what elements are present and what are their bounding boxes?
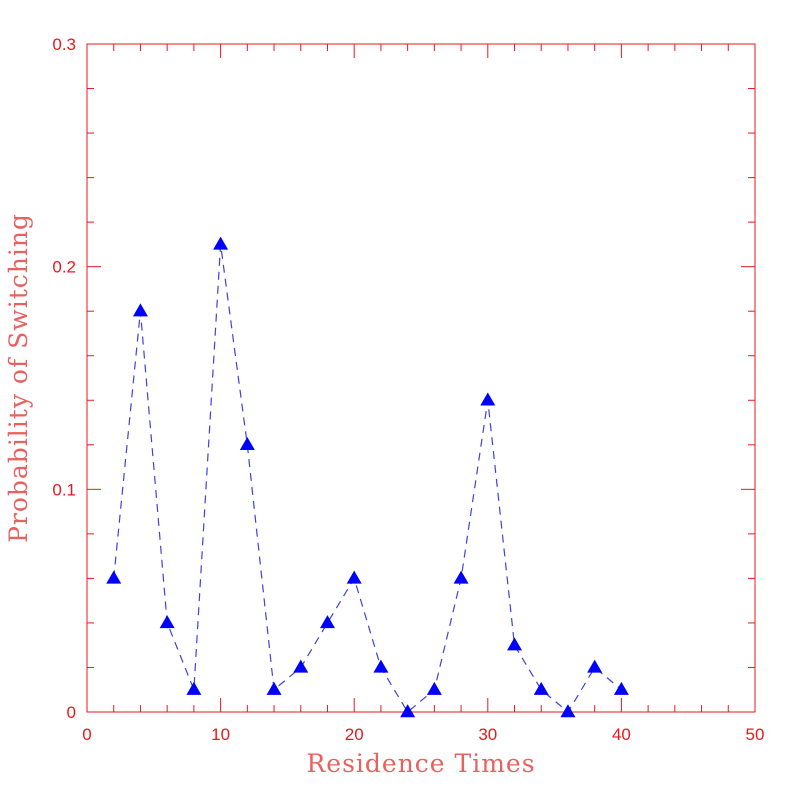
data-point [266, 681, 282, 695]
data-point [213, 236, 229, 250]
data-point [293, 659, 309, 673]
x-tick-label: 30 [478, 725, 497, 744]
x-tick-label: 50 [746, 725, 765, 744]
y-tick-label: 0.2 [52, 258, 76, 277]
data-point [186, 681, 202, 695]
x-tick-label: 20 [345, 725, 364, 744]
data-point [400, 704, 416, 718]
data-point [480, 392, 496, 406]
y-tick-label: 0.1 [52, 480, 76, 499]
data-point [560, 704, 576, 718]
data-point [613, 681, 629, 695]
plot-frame [86, 43, 756, 713]
data-point [239, 437, 255, 450]
data-point [587, 659, 603, 673]
y-tick-label: 0 [67, 703, 76, 722]
data-point [533, 681, 549, 695]
y-tick-label: 0.3 [52, 35, 76, 54]
x-axis-title: Residence Times [306, 749, 535, 778]
series-markers [106, 236, 629, 718]
y-axis-title: Probability of Switching [4, 213, 33, 543]
data-point [346, 570, 362, 584]
data-point [507, 637, 523, 651]
data-point [106, 570, 122, 584]
data-point [453, 570, 469, 584]
data-point [159, 615, 175, 629]
x-tick-label: 10 [211, 725, 230, 744]
data-point [319, 615, 335, 629]
x-tick-label: 40 [612, 725, 631, 744]
x-tick-label: 0 [82, 725, 91, 744]
series-line [113, 244, 622, 713]
axis-ticks [86, 43, 756, 713]
data-point [373, 659, 389, 673]
data-point [132, 303, 148, 317]
tick-labels: 0 10 20 30 40 50 0 0.1 0.2 0.3 [52, 35, 764, 744]
data-point [426, 681, 442, 695]
